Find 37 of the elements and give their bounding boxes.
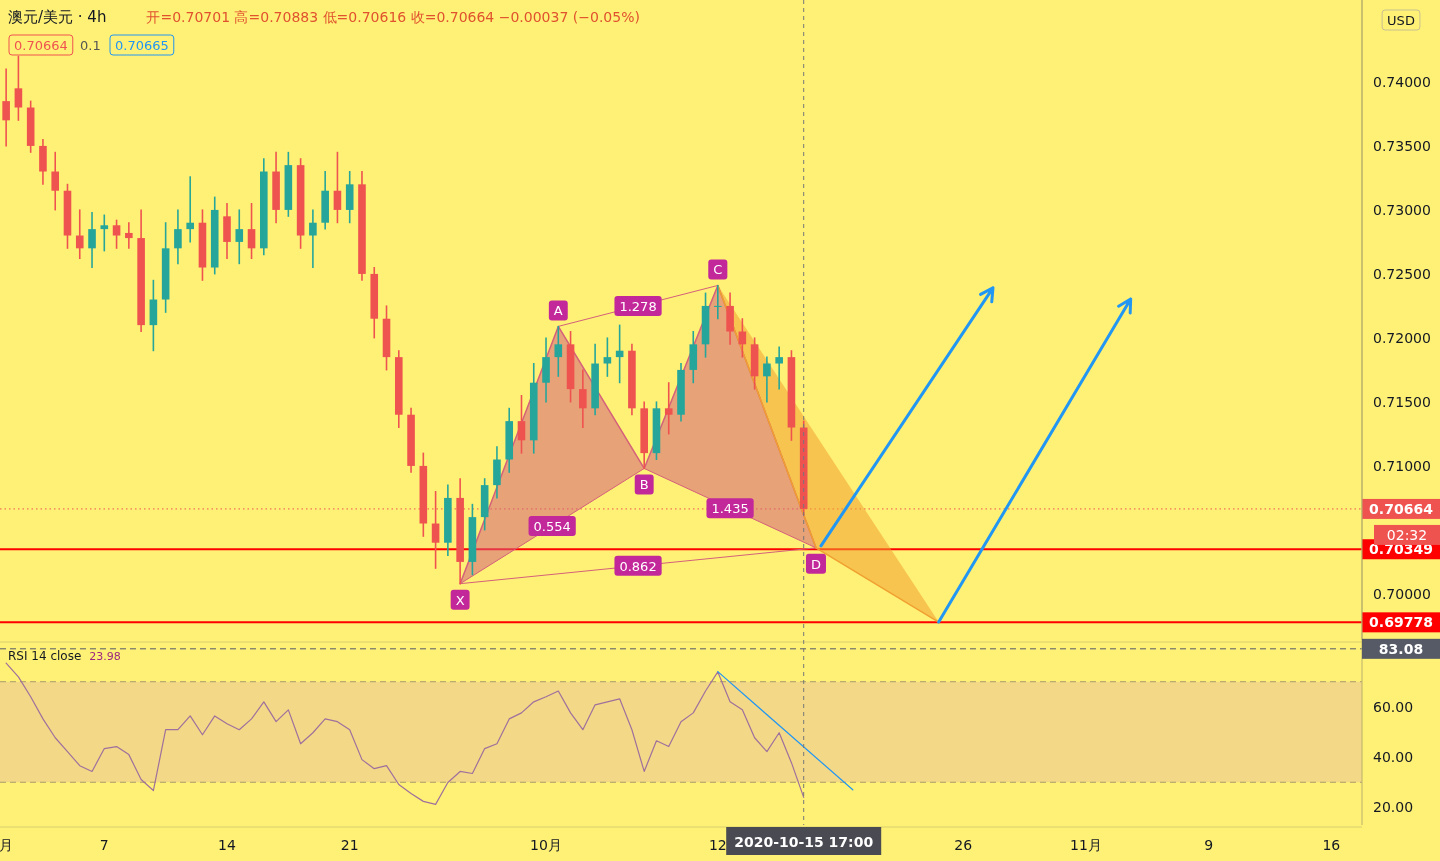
ref-line-label: 0.69778 bbox=[1369, 614, 1433, 631]
x-tick-label: 9 bbox=[1204, 837, 1214, 853]
text: 23.98 bbox=[89, 650, 121, 663]
y-tick-label: 0.73000 bbox=[1373, 201, 1431, 218]
y-tick-label: 0.73500 bbox=[1373, 137, 1431, 154]
y-tick-label: 0.71000 bbox=[1373, 457, 1431, 474]
y-tick-label: 60.00 bbox=[1373, 698, 1414, 715]
y-tick-label: 20.00 bbox=[1373, 799, 1414, 816]
x-tick-label: 26 bbox=[954, 837, 973, 853]
y-tick-label: 0.71500 bbox=[1373, 393, 1431, 410]
data-label: C bbox=[713, 262, 723, 278]
text: 2020-10-15 17:00 bbox=[734, 834, 874, 850]
annotation: 0.70664 bbox=[14, 38, 68, 53]
ref-line-label: 0.70664 bbox=[1369, 500, 1434, 517]
y-tick-label: 0.74000 bbox=[1373, 73, 1431, 90]
y-tick-label: 0.72000 bbox=[1373, 329, 1431, 346]
y-axis-title: USD bbox=[1387, 13, 1415, 28]
text: 澳元/美元 · 4h bbox=[8, 8, 107, 26]
x-tick-label: 7 bbox=[99, 837, 109, 853]
chart-title: RSI 14 close bbox=[8, 649, 82, 663]
annotation: 0.1 bbox=[80, 38, 101, 53]
data-label: X bbox=[455, 592, 465, 608]
x-tick-label: 14 bbox=[218, 837, 236, 853]
x-tick-label: 12 bbox=[708, 837, 727, 853]
text: 开=0.70701 高=0.70883 低=0.70616 收=0.70664 −0.00037 (−0.05%) bbox=[146, 9, 640, 25]
text: 02:32 bbox=[1386, 526, 1428, 543]
x-tick-label: 16 bbox=[1322, 837, 1341, 853]
y-tick-label: 0.72500 bbox=[1373, 265, 1431, 282]
x-tick-label: 10月 bbox=[530, 837, 562, 853]
y-tick-label: 0.70000 bbox=[1373, 585, 1431, 602]
annotation: 0.70665 bbox=[115, 38, 169, 53]
x-tick-label: 月 bbox=[0, 837, 14, 853]
x-tick-label: 11月 bbox=[1070, 837, 1102, 853]
ref-line-label: 83.08 bbox=[1378, 640, 1424, 657]
x-tick-label: 21 bbox=[340, 837, 359, 853]
y-tick-label: 40.00 bbox=[1373, 749, 1414, 766]
ref-line-label: 0.70349 bbox=[1369, 541, 1433, 558]
